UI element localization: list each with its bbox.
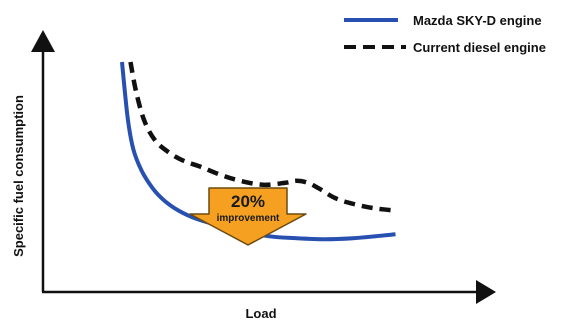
axes xyxy=(31,30,496,304)
series-line-current-diesel xyxy=(128,61,396,213)
legend-label-solid: Mazda SKY-D engine xyxy=(413,13,542,28)
legend: Mazda SKY-D engine Current diesel engine xyxy=(344,13,546,55)
y-axis-arrow-icon xyxy=(31,30,55,52)
y-axis-label: Specific fuel consumption xyxy=(11,95,26,257)
callout-arrow: 20% improvement xyxy=(189,187,307,246)
callout-sub-label: improvement xyxy=(217,213,280,224)
x-axis-label: Load xyxy=(245,306,276,321)
x-axis-arrow-icon xyxy=(476,280,496,304)
callout-percent-label: 20% xyxy=(231,192,265,211)
legend-label-dashed: Current diesel engine xyxy=(413,40,546,55)
callout-arrow-shape xyxy=(189,187,307,246)
